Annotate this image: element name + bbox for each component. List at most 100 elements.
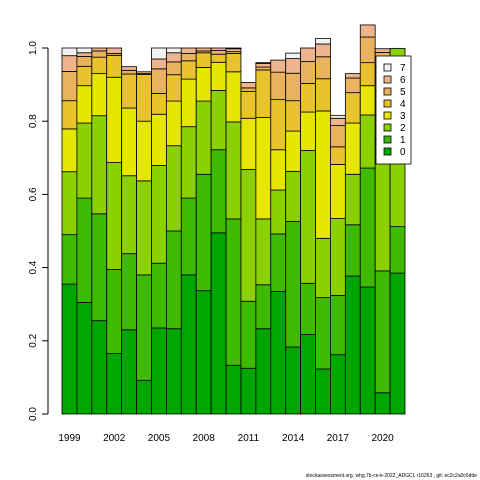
bar-segment-2016-age-0 [315, 368, 331, 415]
x-axis: 1999 2002 2005 2008 2011 2014 2017 2020 [58, 433, 394, 444]
legend-label-7: 7 [400, 63, 406, 74]
bar-segment-2011-age-2 [240, 169, 257, 302]
bar-segment-2020-age-6 [374, 48, 391, 53]
bar-segment-2008-age-4 [195, 52, 212, 68]
bar-segment-2010-age-6 [225, 48, 242, 53]
legend-swatch-0 [383, 147, 392, 156]
bar-segment-2000-age-0 [76, 301, 93, 415]
x-tick-label: 2020 [372, 433, 395, 444]
legend-label-2: 2 [400, 123, 406, 134]
bar-segment-2004-age-1 [136, 274, 152, 381]
footer-note: stockassessment.org, whg.7b-ce-k-2022_AD… [305, 473, 477, 479]
bar-segment-2006-age-2 [165, 145, 182, 232]
legend-swatch-7 [383, 63, 392, 72]
bar-segment-2018-age-5 [344, 77, 361, 94]
bar-segment-2008-age-6 [195, 47, 212, 52]
bar-layer [61, 24, 406, 415]
bar-segment-2016-age-7 [315, 38, 331, 45]
y-tick-label: 0.8 [28, 114, 39, 128]
bar-segment-2017-age-0 [330, 354, 346, 415]
bar-segment-2005-age-1 [151, 262, 167, 329]
bar-segment-2017-age-3 [330, 163, 346, 219]
bar-segment-2001-age-5 [91, 50, 108, 58]
bar-segment-2018-age-0 [344, 275, 361, 415]
bar-segment-2005-age-3 [151, 113, 167, 166]
bar-segment-2017-age-6 [330, 117, 346, 126]
bar-segment-2019-age-2 [359, 114, 376, 169]
legend-swatch-2 [383, 123, 392, 132]
bar-segment-2005-age-2 [151, 165, 167, 264]
bar-segment-2005-age-0 [151, 327, 167, 415]
bar-segment-2010-age-3 [225, 71, 242, 123]
bar-segment-2021-age-0 [389, 272, 406, 415]
bar-segment-2014-age-4 [285, 100, 302, 132]
x-tick-label: 1999 [58, 433, 81, 444]
bar-segment-2007-age-6 [180, 47, 197, 54]
bar-segment-2012-age-0 [255, 328, 272, 415]
legend-swatch-3 [383, 111, 392, 120]
bar-segment-2009-age-1 [210, 149, 227, 234]
bar-segment-2013-age-0 [270, 290, 287, 415]
bar-segment-2017-age-2 [330, 218, 346, 296]
bar-segment-1999-age-6 [61, 55, 78, 72]
bar-segment-2003-age-0 [121, 329, 137, 415]
bar-segment-2012-age-5 [255, 66, 272, 71]
bar-segment-2004-age-6 [136, 71, 152, 75]
bar-segment-2015-age-2 [300, 150, 316, 284]
x-tick-label: 2002 [103, 433, 126, 444]
bar-segment-2009-age-0 [210, 232, 227, 415]
bar-segment-2006-age-3 [165, 100, 182, 147]
bar-segment-2016-age-3 [315, 110, 331, 239]
bar-segment-2007-age-2 [180, 126, 197, 199]
bar-segment-2009-age-2 [210, 90, 227, 151]
x-tick-label: 2011 [238, 433, 260, 444]
bar-segment-2012-age-7 [255, 62, 272, 64]
bar-segment-2016-age-6 [315, 43, 331, 58]
bar-segment-2014-age-1 [285, 221, 302, 348]
bar-segment-2005-age-4 [151, 92, 167, 115]
legend-label-4: 4 [400, 99, 406, 110]
bar-segment-2000-age-2 [76, 122, 93, 199]
bar-segment-2011-age-4 [240, 91, 257, 119]
bar-segment-2010-age-2 [225, 121, 242, 220]
bar-segment-1999-age-0 [61, 283, 78, 415]
bar-segment-2001-age-1 [91, 213, 108, 322]
bar-segment-2005-age-7 [151, 47, 167, 60]
legend-label-1: 1 [400, 135, 406, 146]
bar-segment-2016-age-1 [315, 297, 331, 370]
bar-segment-2008-age-1 [195, 173, 212, 292]
bar-segment-2012-age-3 [255, 117, 272, 220]
bar-segment-2006-age-4 [165, 74, 182, 102]
bar-segment-2015-age-5 [300, 61, 316, 84]
x-tick-label: 2008 [193, 433, 216, 444]
bar-segment-2016-age-5 [315, 56, 331, 80]
bar-segment-2000-age-1 [76, 197, 93, 303]
legend-label-3: 3 [400, 111, 406, 122]
legend-label-6: 6 [400, 75, 406, 86]
bar-segment-2000-age-6 [76, 52, 93, 57]
bar-segment-2003-age-1 [121, 253, 137, 331]
bar-segment-2012-age-4 [255, 69, 272, 118]
bar-segment-2007-age-3 [180, 78, 197, 128]
bar-segment-2011-age-5 [240, 87, 257, 92]
bar-segment-2005-age-5 [151, 68, 167, 94]
bar-segment-2007-age-1 [180, 197, 197, 276]
bar-segment-2001-age-6 [91, 47, 108, 52]
legend-swatch-4 [383, 99, 392, 108]
bar-segment-2003-age-2 [121, 175, 137, 255]
bar-segment-2013-age-3 [270, 149, 287, 191]
bar-segment-2001-age-0 [91, 320, 108, 415]
y-tick-label: 0.0 [28, 407, 39, 421]
bar-segment-1999-age-2 [61, 171, 78, 236]
bar-segment-2003-age-5 [121, 69, 137, 75]
bar-segment-2015-age-6 [300, 47, 316, 62]
bar-segment-2002-age-1 [106, 269, 123, 355]
bar-segment-2006-age-1 [165, 230, 182, 330]
bar-segment-1999-age-5 [61, 71, 78, 102]
bar-segment-2004-age-4 [136, 73, 152, 122]
legend-label-5: 5 [400, 87, 406, 98]
bar-segment-2006-age-6 [165, 52, 182, 63]
bar-segment-2014-age-0 [285, 346, 302, 415]
